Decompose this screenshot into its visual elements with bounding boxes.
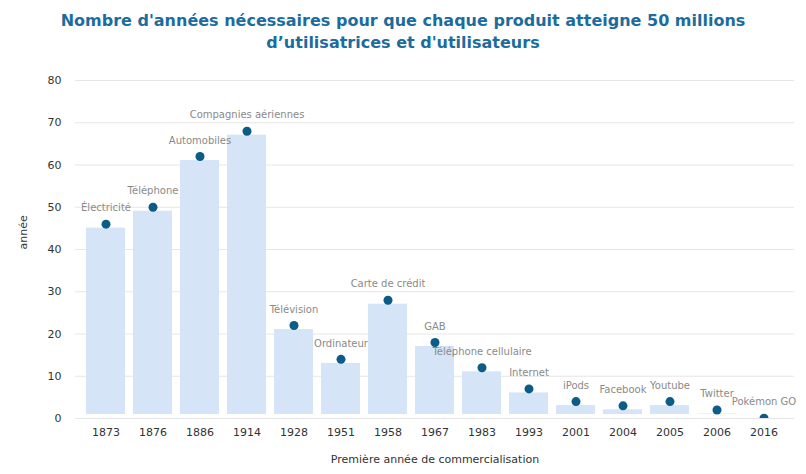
svg-text:Compagnies aériennes: Compagnies aériennes xyxy=(190,109,305,120)
svg-text:1951: 1951 xyxy=(327,426,355,439)
svg-text:1967: 1967 xyxy=(421,426,449,439)
svg-text:Ordinateur: Ordinateur xyxy=(314,338,369,349)
svg-text:80: 80 xyxy=(48,74,62,87)
svg-text:iPods: iPods xyxy=(563,380,589,391)
svg-text:1993: 1993 xyxy=(515,426,543,439)
svg-text:1914: 1914 xyxy=(233,426,261,439)
svg-text:2006: 2006 xyxy=(703,426,731,439)
svg-text:50: 50 xyxy=(48,201,62,214)
svg-text:Facebook: Facebook xyxy=(600,384,647,395)
svg-text:Téléphone: Téléphone xyxy=(127,185,179,196)
svg-text:60: 60 xyxy=(48,159,62,172)
svg-text:20: 20 xyxy=(48,328,62,341)
svg-text:40: 40 xyxy=(48,243,62,256)
svg-text:1873: 1873 xyxy=(92,426,120,439)
svg-text:2005: 2005 xyxy=(656,426,684,439)
svg-text:Automobiles: Automobiles xyxy=(169,135,231,146)
svg-text:Internet: Internet xyxy=(509,367,549,378)
svg-text:1886: 1886 xyxy=(186,426,214,439)
svg-text:0: 0 xyxy=(55,412,62,425)
svg-text:1958: 1958 xyxy=(374,426,402,439)
svg-text:1983: 1983 xyxy=(468,426,496,439)
svg-text:70: 70 xyxy=(48,116,62,129)
html-text:d’utilisatrices et d'utilisate: d’utilisatrices et d'utilisateurs xyxy=(266,33,540,52)
svg-text:Téléphone cellulaire: Téléphone cellulaire xyxy=(431,346,531,357)
svg-text:1876: 1876 xyxy=(139,426,167,439)
svg-text:Carte de crédit: Carte de crédit xyxy=(351,278,426,289)
html-text:Nombre d'années nécessaires po: Nombre d'années nécessaires pour que cha… xyxy=(60,11,746,30)
svg-text:2001: 2001 xyxy=(562,426,590,439)
svg-text:année: année xyxy=(17,215,30,249)
svg-text:Pokémon GO: Pokémon GO xyxy=(732,396,797,407)
svg-text:Youtube: Youtube xyxy=(649,380,690,391)
svg-text:Twitter: Twitter xyxy=(699,388,734,399)
svg-text:2004: 2004 xyxy=(609,426,637,439)
svg-text:Télévision: Télévision xyxy=(269,304,319,315)
svg-text:1928: 1928 xyxy=(280,426,308,439)
svg-text:Électricité: Électricité xyxy=(81,201,131,213)
svg-text:2016: 2016 xyxy=(750,426,778,439)
svg-text:GAB: GAB xyxy=(424,321,446,332)
svg-text:10: 10 xyxy=(48,370,62,383)
svg-text:Première année de commercialis: Première année de commercialisation xyxy=(331,453,539,466)
svg-text:30: 30 xyxy=(48,285,62,298)
